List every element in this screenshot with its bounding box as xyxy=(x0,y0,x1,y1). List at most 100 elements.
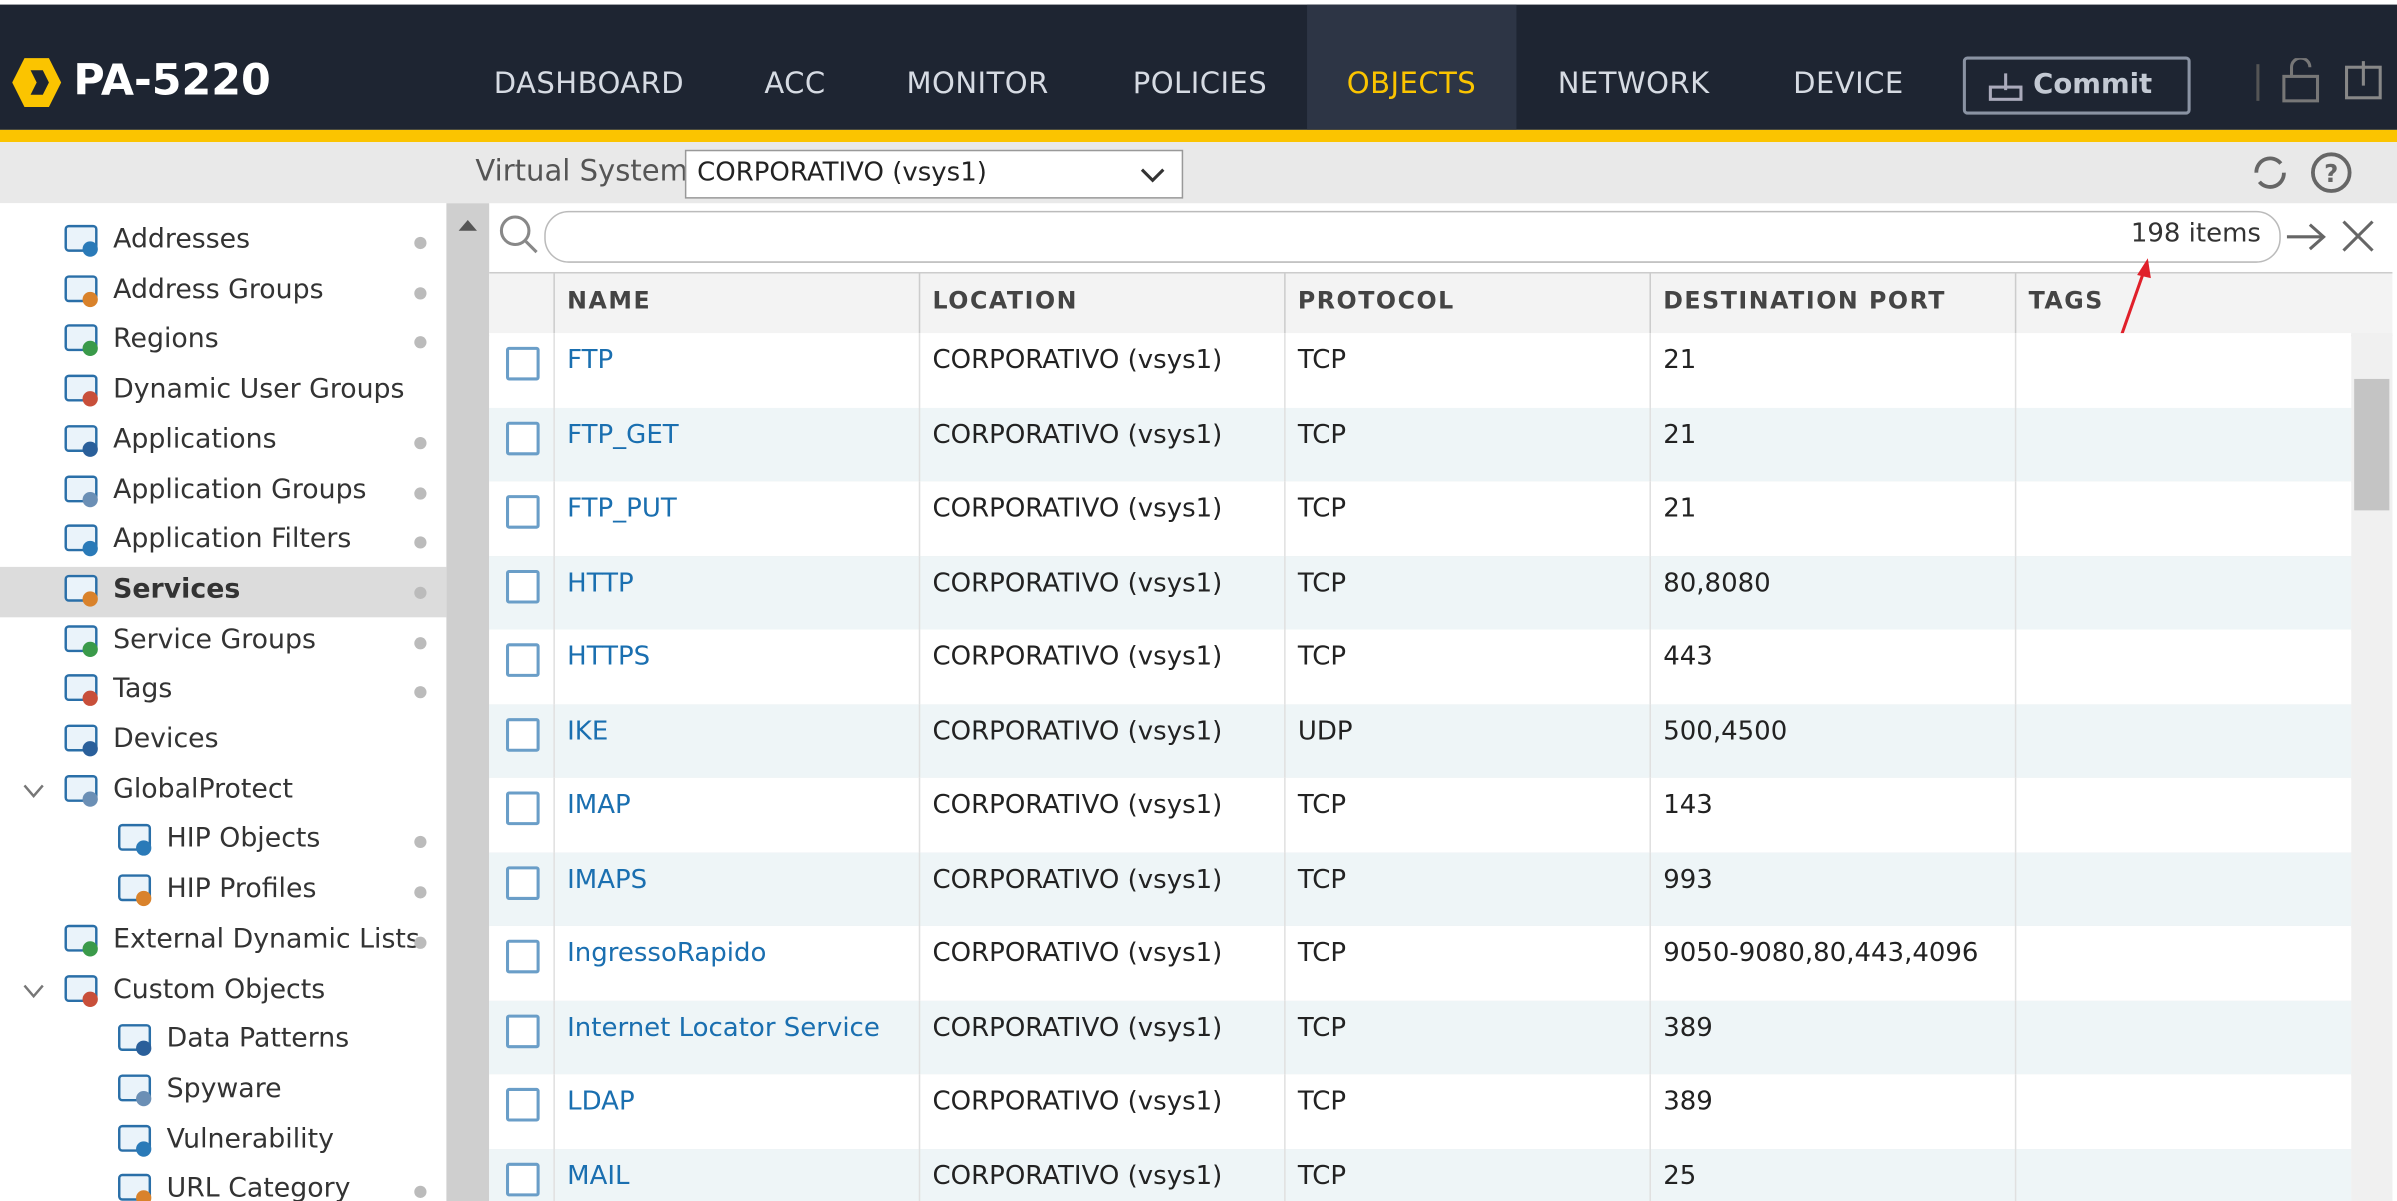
help-icon[interactable]: ? xyxy=(2308,150,2354,196)
table-row xyxy=(489,925,2352,1002)
sidebar-item[interactable]: Tags xyxy=(113,674,173,705)
table-cell: CORPORATIVO (vsys1) xyxy=(932,1160,1223,1192)
column-header[interactable]: PROTOCOL xyxy=(1297,287,1455,315)
expander[interactable] xyxy=(21,982,45,1000)
sidebar-item[interactable]: Services xyxy=(113,574,241,605)
sidebar-item[interactable]: Vulnerability xyxy=(166,1123,334,1155)
sidebar-item[interactable]: Regions xyxy=(113,324,219,356)
table-cell: TCP xyxy=(1297,419,1347,450)
sidebar-item[interactable]: Addresses xyxy=(113,224,251,256)
service-name[interactable]: HTTPS xyxy=(567,641,651,673)
table-cell: 443 xyxy=(1663,641,1713,673)
active-tab-bg xyxy=(1307,4,1517,130)
service-name[interactable]: Internet Locator Service xyxy=(567,1012,880,1043)
sidebar-item[interactable]: HIP Profiles xyxy=(166,874,317,905)
cell-divider xyxy=(918,777,921,852)
sidebar-item[interactable]: HIP Objects xyxy=(166,824,321,855)
sidebar-item[interactable]: Address Groups xyxy=(113,274,324,306)
row-checkbox[interactable] xyxy=(505,346,540,381)
cell-divider xyxy=(553,851,555,926)
table-row xyxy=(489,555,2352,632)
nav-tab[interactable]: OBJECTS xyxy=(1346,67,1477,101)
nav-tab[interactable]: DASHBOARD xyxy=(493,67,685,101)
table-cell: 389 xyxy=(1663,1012,1713,1043)
status-dot xyxy=(414,536,427,549)
nav-tab[interactable]: ACC xyxy=(764,67,826,101)
row-checkbox[interactable] xyxy=(505,420,540,455)
table-row xyxy=(489,407,2352,483)
column-header[interactable]: NAME xyxy=(567,287,652,315)
row-checkbox[interactable] xyxy=(505,495,540,529)
row-checkbox[interactable] xyxy=(505,865,540,900)
service-name[interactable]: LDAP xyxy=(567,1086,635,1117)
item-icon xyxy=(64,924,98,957)
commit-button[interactable]: Commit xyxy=(1962,56,2191,115)
item-icon xyxy=(118,1074,152,1107)
sidebar-item[interactable]: Dynamic User Groups xyxy=(113,374,405,406)
row-checkbox[interactable] xyxy=(505,1162,540,1196)
cell-divider xyxy=(918,1000,921,1075)
cell-divider xyxy=(2014,333,2017,408)
row-checkbox[interactable] xyxy=(505,1087,540,1122)
service-name[interactable]: IMAPS xyxy=(567,864,648,895)
row-checkbox[interactable] xyxy=(505,1013,540,1048)
service-name[interactable]: FTP xyxy=(567,345,614,376)
clear-filter[interactable] xyxy=(2339,217,2379,257)
cell-divider xyxy=(1284,777,1286,852)
sidebar-item[interactable]: Application Groups xyxy=(113,474,367,506)
row-checkbox[interactable] xyxy=(505,569,540,603)
sidebar-item[interactable]: GlobalProtect xyxy=(113,774,294,805)
nav-tab[interactable]: MONITOR xyxy=(906,67,1049,101)
sidebar-item[interactable]: Applications xyxy=(113,424,277,456)
service-name[interactable]: MAIL xyxy=(567,1160,630,1192)
search-input[interactable]: 198 items xyxy=(544,210,2281,263)
cell-divider xyxy=(1649,1074,1651,1149)
cell-divider xyxy=(1649,555,1651,630)
row-checkbox[interactable] xyxy=(505,717,540,752)
status-dot xyxy=(414,336,427,349)
nav-tab[interactable]: POLICIES xyxy=(1132,67,1268,101)
nav-tab[interactable]: NETWORK xyxy=(1557,67,1710,101)
vsys-select[interactable]: CORPORATIVO (vsys1) xyxy=(684,149,1184,199)
cell-divider xyxy=(2014,407,2017,482)
cell-divider xyxy=(918,555,921,630)
column-header[interactable]: DESTINATION PORT xyxy=(1663,287,1946,315)
sidebar-item[interactable]: Application Filters xyxy=(113,524,352,555)
item-icon xyxy=(64,324,98,357)
sidebar-item[interactable]: External Dynamic Lists xyxy=(113,924,420,955)
service-name[interactable]: IKE xyxy=(567,715,609,747)
cell-divider xyxy=(918,851,921,926)
service-name[interactable]: FTP_PUT xyxy=(567,493,677,525)
sidebar-item[interactable]: Devices xyxy=(113,724,219,755)
expander[interactable] xyxy=(21,782,45,800)
save-icon[interactable] xyxy=(2342,58,2388,104)
service-name[interactable]: IngressoRapido xyxy=(567,938,767,969)
service-name[interactable]: FTP_GET xyxy=(567,419,679,450)
item-icon xyxy=(64,424,98,457)
svg-text:?: ? xyxy=(2324,159,2338,188)
lock-icon[interactable] xyxy=(2278,58,2324,104)
item-icon xyxy=(118,874,152,907)
header-bar xyxy=(0,4,2397,130)
refresh-icon[interactable] xyxy=(2247,150,2293,196)
sidebar-item[interactable]: Custom Objects xyxy=(113,974,326,1005)
scroll-thumb[interactable] xyxy=(2354,378,2390,511)
row-checkbox[interactable] xyxy=(505,791,540,826)
service-name[interactable]: IMAP xyxy=(567,789,631,821)
table-cell: TCP xyxy=(1297,938,1347,969)
row-checkbox[interactable] xyxy=(505,939,540,974)
column-header[interactable]: TAGS xyxy=(2028,287,2104,315)
row-checkbox[interactable] xyxy=(505,643,540,677)
nav-tab[interactable]: DEVICE xyxy=(1793,67,1904,101)
column-header[interactable]: LOCATION xyxy=(932,287,1078,315)
scroll-up[interactable] xyxy=(456,215,480,233)
apply-filter[interactable] xyxy=(2284,217,2330,257)
sidebar-item[interactable]: URL Category xyxy=(166,1173,351,1201)
item-icon xyxy=(118,824,152,857)
item-icon xyxy=(118,1124,152,1157)
sidebar-item[interactable]: Spyware xyxy=(166,1074,282,1105)
sidebar-item[interactable]: Data Patterns xyxy=(166,1024,350,1055)
sidebar-item[interactable]: Service Groups xyxy=(113,624,316,655)
table-cell: CORPORATIVO (vsys1) xyxy=(932,789,1223,821)
service-name[interactable]: HTTP xyxy=(567,567,634,599)
